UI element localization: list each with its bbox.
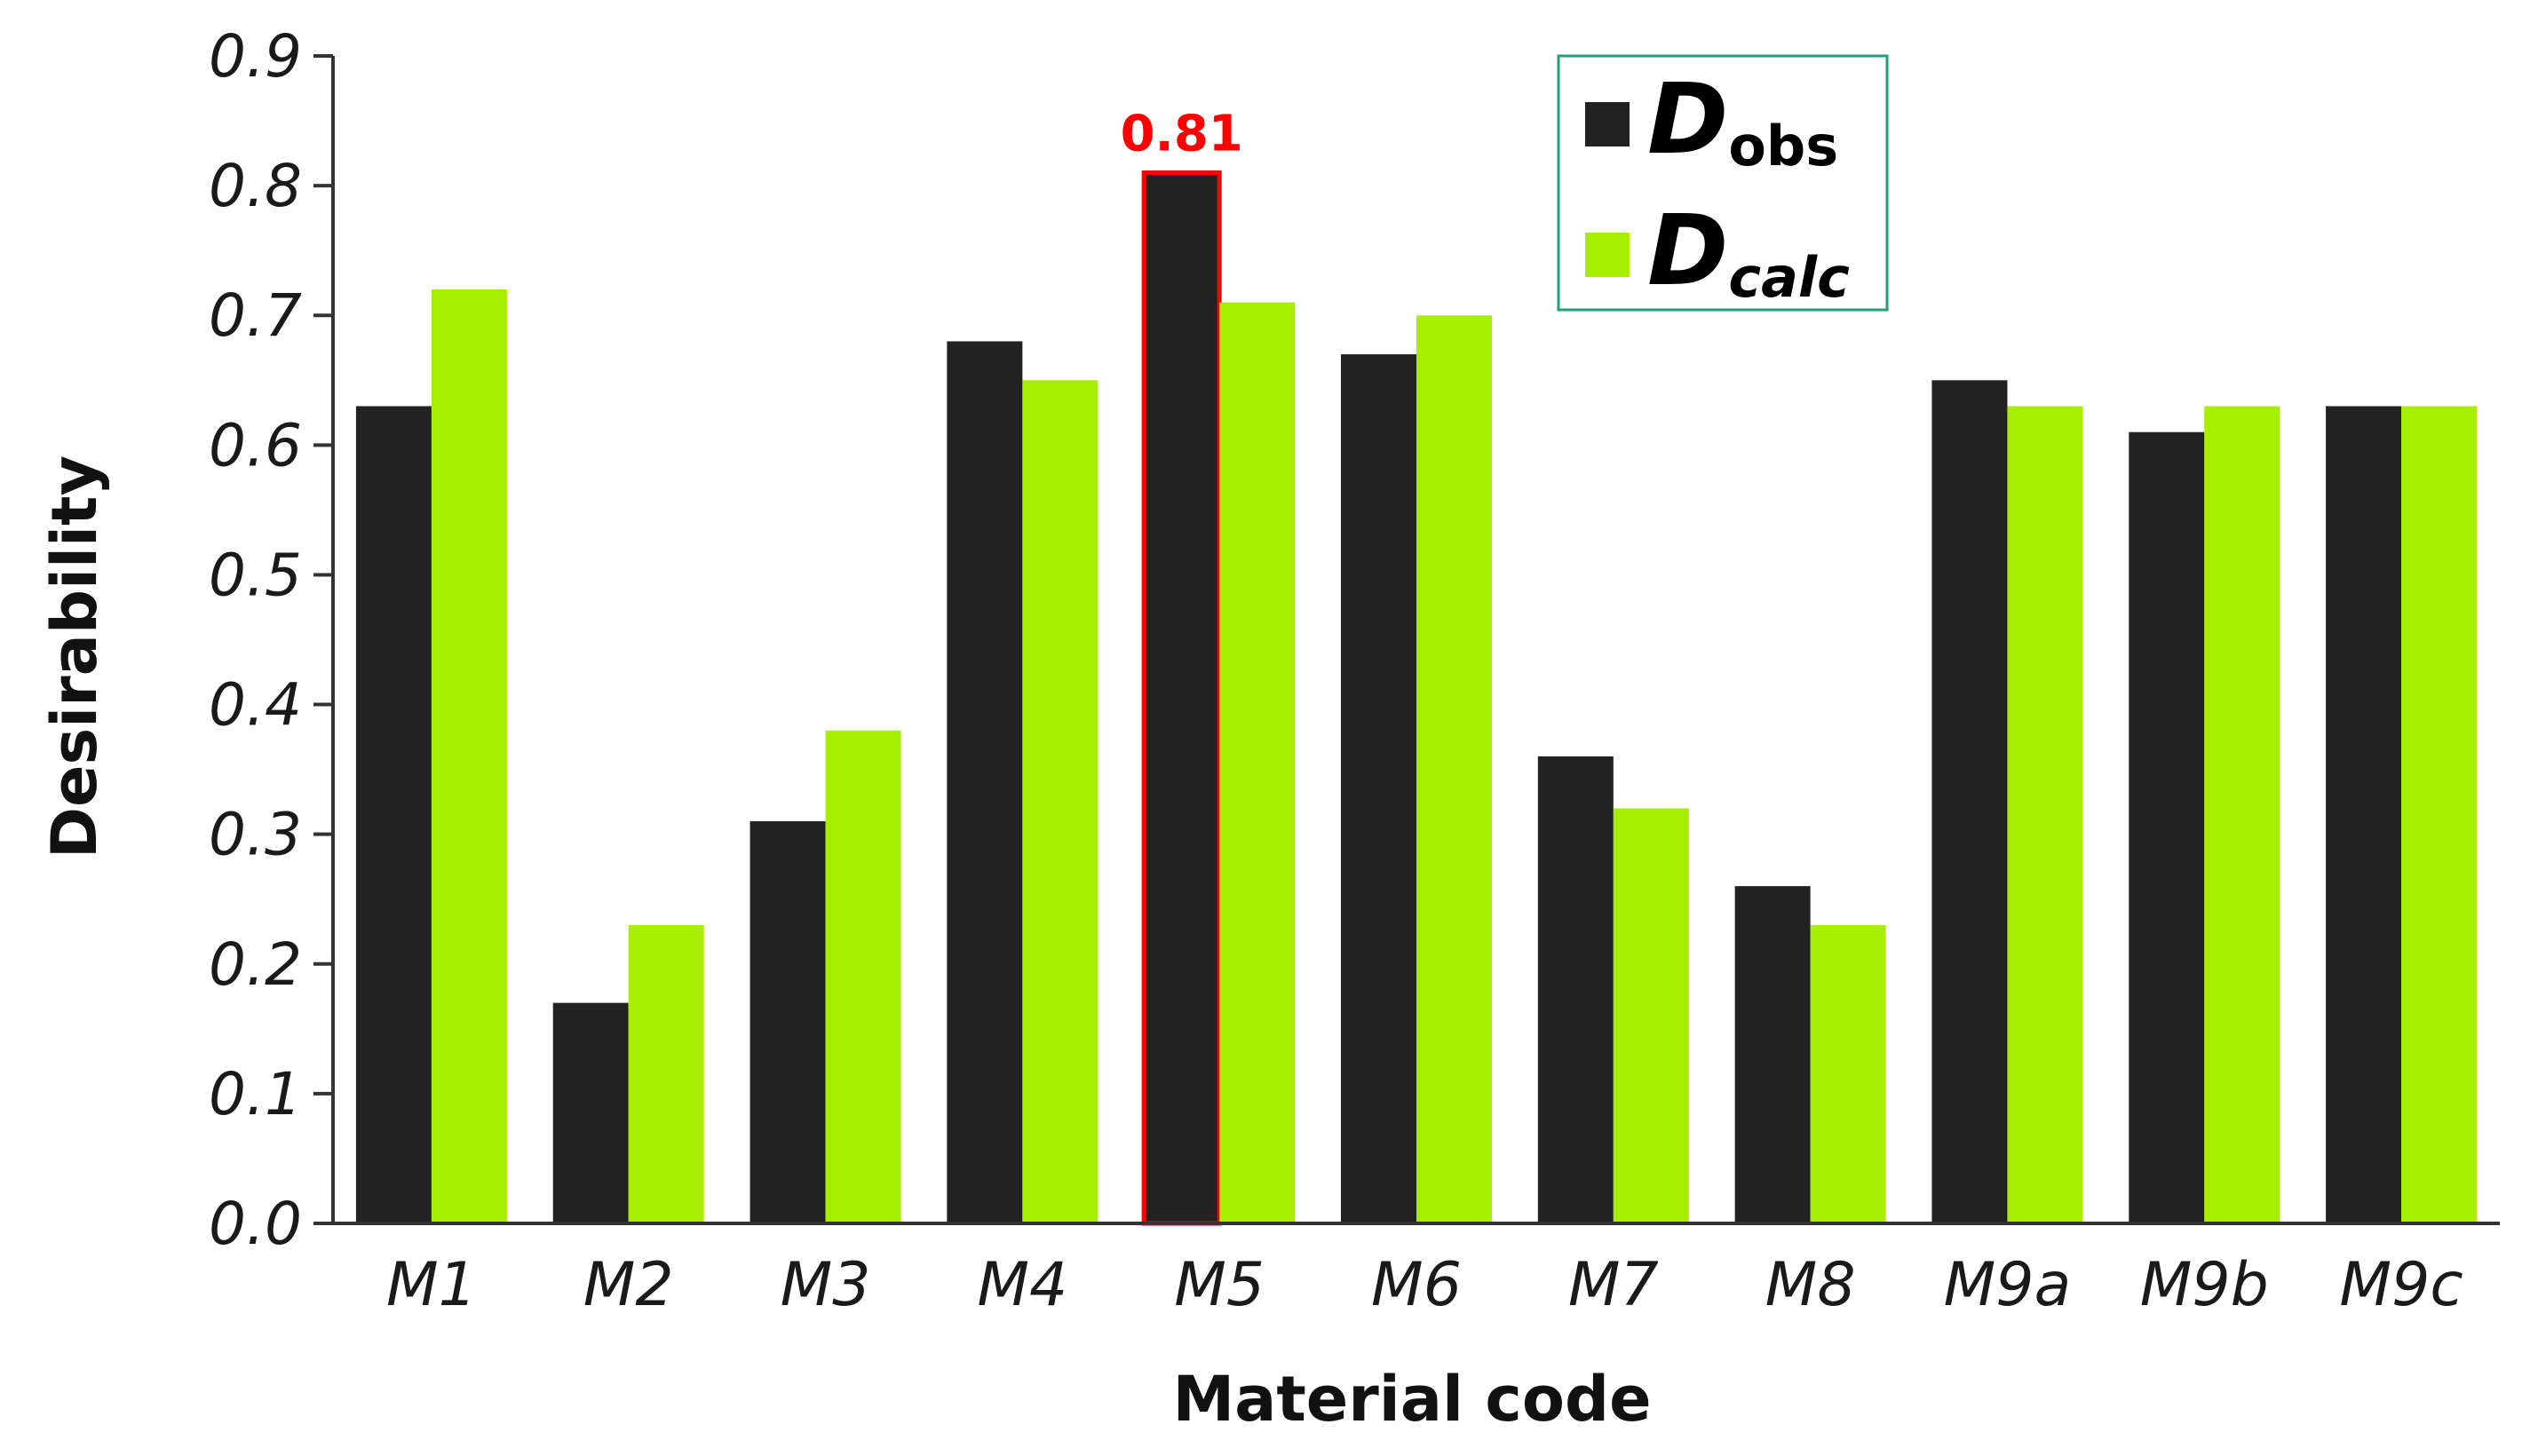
x-tick-label: M1 [386, 1250, 477, 1320]
legend-label-calc-sub: calc [1728, 245, 1850, 310]
y-tick-label: 0.3 [209, 801, 302, 869]
y-tick-label: 0.6 [209, 411, 302, 479]
bar-obs-M1 [355, 406, 432, 1223]
y-tick-label: 0.8 [209, 152, 302, 220]
legend-label-obs-sub: obs [1728, 114, 1838, 178]
x-tick-label: M9c [2339, 1250, 2463, 1320]
y-tick-label: 0.1 [209, 1060, 302, 1128]
bar-calc-M7 [1613, 808, 1689, 1223]
legend-label-calc: Dcalc [1647, 194, 1850, 310]
y-tick-label: 0.7 [209, 281, 302, 350]
y-tick-label: 0.9 [209, 22, 302, 91]
bar-obs-M6 [1341, 354, 1416, 1223]
bar-calc-M9c [2401, 406, 2478, 1223]
y-tick-label: 0.2 [209, 930, 302, 999]
bar-calc-M5 [1219, 302, 1296, 1224]
legend-swatch-obs [1585, 102, 1630, 146]
y-axis-ticks: 0.0 0.1 0.2 0.3 0.4 0.5 0.6 0.7 0.8 0.9 [209, 22, 333, 1258]
bars-group [355, 170, 2478, 1226]
bar-calc-M6 [1416, 315, 1492, 1223]
bar-calc-M2 [628, 924, 704, 1223]
bar-calc-M8 [1810, 924, 1886, 1223]
x-tick-label: M4 [977, 1250, 1067, 1320]
x-axis-title: Material code [1172, 1363, 1651, 1436]
x-axis-ticks: M1 M2 M3 M4 M5 M6 M7 M8 M9a M9b M9c [386, 1250, 2463, 1320]
legend-label-obs: Dobs [1647, 62, 1838, 178]
bar-obs-M9c [2326, 406, 2402, 1223]
bar-calc-M9b [2204, 406, 2280, 1223]
legend-label-obs-main: D [1647, 62, 1728, 176]
x-tick-label: M9b [2140, 1250, 2269, 1320]
bar-calc-M4 [1022, 380, 1098, 1223]
bar-obs-M2 [552, 1002, 629, 1223]
bar-calc-M3 [825, 730, 901, 1223]
x-tick-label: M8 [1765, 1250, 1856, 1320]
x-tick-label: M9a [1944, 1250, 2072, 1320]
bar-obs-M3 [749, 821, 826, 1223]
highlight-value-label: 0.81 [1121, 106, 1243, 163]
x-tick-label: M2 [583, 1250, 674, 1320]
y-tick-label: 0.0 [209, 1190, 302, 1258]
bar-obs-M4 [947, 341, 1023, 1223]
y-tick-label: 0.4 [209, 671, 302, 740]
bar-obs-M9a [1931, 380, 2008, 1223]
legend-label-calc-main: D [1647, 194, 1728, 307]
legend: Dobs Dcalc [1557, 54, 1889, 312]
bar-obs-M9b [2129, 431, 2205, 1223]
bar-calc-M1 [431, 289, 507, 1223]
bar-obs-M5 [1141, 170, 1222, 1226]
x-tick-label: M5 [1174, 1250, 1265, 1320]
bar-obs-M8 [1734, 886, 1811, 1223]
legend-swatch-calc [1585, 233, 1630, 277]
x-tick-label: M3 [781, 1250, 871, 1320]
bar-calc-M9a [2007, 406, 2083, 1223]
y-tick-label: 0.5 [209, 541, 302, 609]
y-axis-title: Desirability [38, 455, 111, 859]
bar-obs-M7 [1537, 756, 1614, 1223]
x-tick-label: M6 [1371, 1250, 1462, 1320]
x-tick-label: M7 [1568, 1250, 1659, 1320]
